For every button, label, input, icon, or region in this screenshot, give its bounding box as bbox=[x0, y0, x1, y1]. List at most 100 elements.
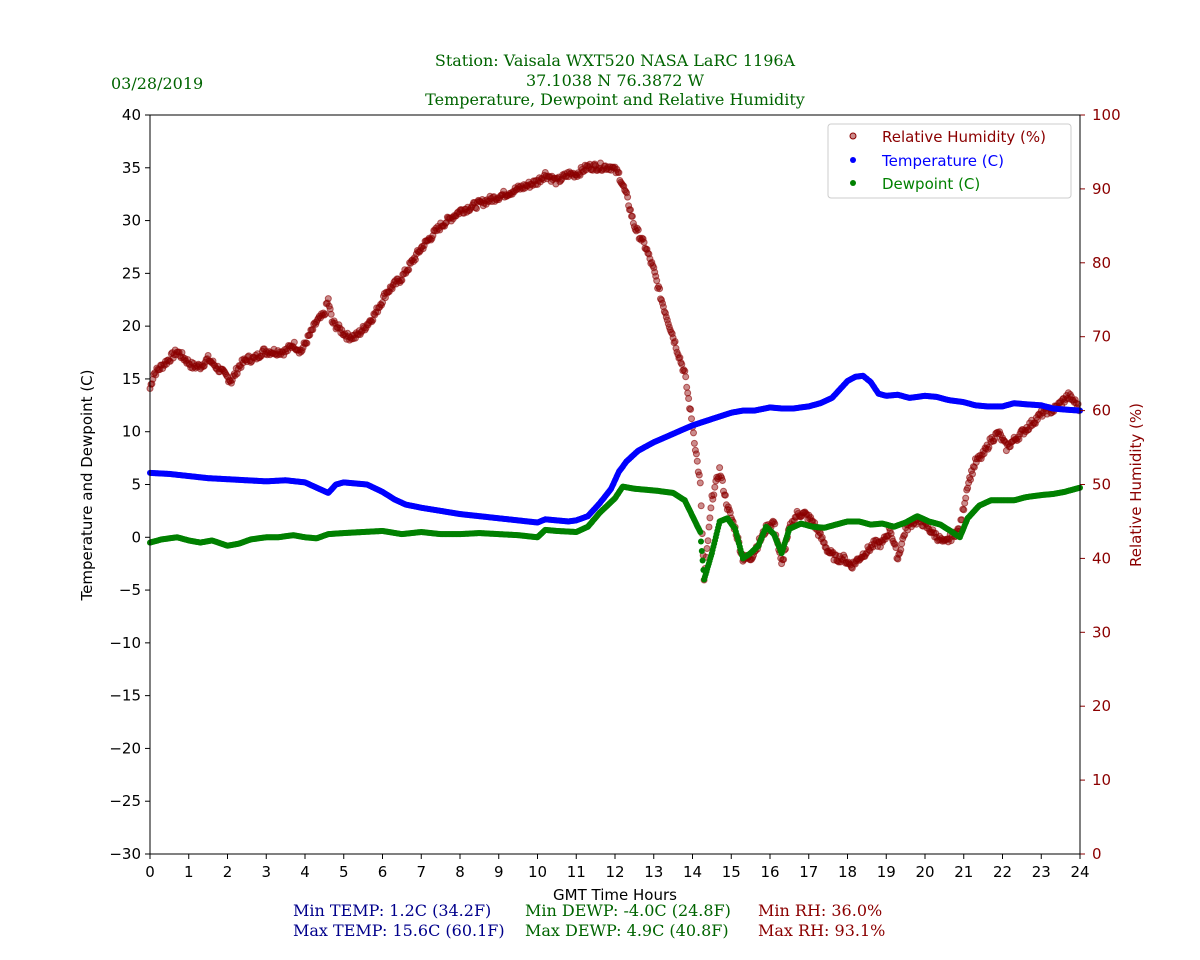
x-tick-label: 8 bbox=[455, 863, 465, 881]
rh-point bbox=[398, 276, 406, 284]
rh-point bbox=[640, 238, 648, 246]
rh-point bbox=[327, 310, 335, 318]
rh-point bbox=[961, 499, 969, 507]
y-tick-label: 15 bbox=[122, 370, 141, 388]
y-tick-label: −15 bbox=[109, 687, 141, 705]
y-tick-label: −30 bbox=[109, 845, 141, 863]
y2-axis-label: Relative Humidity (%) bbox=[1127, 403, 1145, 567]
rh-point bbox=[411, 256, 419, 264]
rh-point bbox=[683, 383, 691, 391]
rh-point bbox=[290, 338, 298, 346]
y2-tick-label: 0 bbox=[1092, 845, 1102, 863]
y-tick-label: 10 bbox=[122, 423, 141, 441]
series-layer bbox=[146, 159, 1083, 584]
rh-point bbox=[693, 457, 701, 465]
chart-title: Temperature, Dewpoint and Relative Humid… bbox=[425, 90, 805, 109]
stat-min-temp: Min TEMP: 1.2C (34.2F) bbox=[293, 901, 491, 920]
temp-points bbox=[147, 372, 1083, 526]
x-tick-label: 22 bbox=[993, 863, 1012, 881]
rh-point bbox=[676, 354, 684, 362]
y-tick-label: 5 bbox=[131, 476, 141, 494]
rh-point bbox=[473, 205, 480, 212]
rh-point bbox=[405, 266, 413, 274]
rh-point bbox=[656, 285, 664, 293]
rh-point bbox=[681, 367, 689, 375]
rh-point bbox=[962, 494, 970, 502]
rh-point bbox=[690, 439, 698, 447]
y-tick-label: −5 bbox=[119, 581, 141, 599]
rh-point bbox=[697, 502, 705, 510]
y-tick-label: 20 bbox=[122, 317, 141, 335]
y-tick-label: 35 bbox=[122, 159, 141, 177]
rh-point bbox=[898, 540, 906, 548]
x-tick-label: 19 bbox=[877, 863, 896, 881]
rh-point bbox=[780, 556, 788, 563]
y2-tick-label: 10 bbox=[1092, 771, 1111, 789]
rh-point bbox=[721, 491, 729, 499]
rh-point bbox=[719, 477, 726, 484]
y2-tick-label: 80 bbox=[1092, 254, 1111, 272]
x-tick-label: 15 bbox=[722, 863, 741, 881]
y-tick-label: −25 bbox=[109, 792, 141, 810]
x-tick-label: 13 bbox=[644, 863, 663, 881]
x-tick-label: 18 bbox=[838, 863, 857, 881]
y2-tick-label: 40 bbox=[1092, 549, 1111, 567]
rh-point bbox=[704, 537, 712, 545]
x-tick-label: 16 bbox=[760, 863, 779, 881]
rh-point bbox=[682, 373, 690, 381]
rh-point bbox=[771, 520, 779, 528]
rh-point bbox=[726, 509, 734, 517]
legend-temp-label: Temperature (C) bbox=[881, 152, 1004, 170]
rh-point bbox=[696, 479, 704, 487]
x-tick-label: 1 bbox=[184, 863, 194, 881]
legend-temp-marker bbox=[850, 157, 856, 163]
x-tick-label: 11 bbox=[567, 863, 586, 881]
rh-point bbox=[1015, 435, 1023, 443]
y-tick-label: 0 bbox=[131, 528, 141, 546]
stat-max-dewp: Max DEWP: 4.9C (40.8F) bbox=[525, 921, 729, 940]
y2-tick-label: 70 bbox=[1092, 328, 1111, 346]
x-tick-label: 9 bbox=[494, 863, 504, 881]
rh-point bbox=[671, 338, 679, 345]
rh-point bbox=[324, 295, 332, 303]
rh-point bbox=[627, 206, 634, 214]
rh-point bbox=[615, 169, 623, 177]
x-tick-label: 0 bbox=[145, 863, 155, 881]
rh-point bbox=[897, 546, 905, 554]
x-tick-label: 23 bbox=[1032, 863, 1051, 881]
rh-point bbox=[628, 212, 636, 220]
stat-max-temp: Max TEMP: 15.6C (60.1F) bbox=[293, 921, 505, 940]
legend-rh-label: Relative Humidity (%) bbox=[882, 128, 1046, 146]
y-axis-label: Temperature and Dewpoint (C) bbox=[78, 369, 96, 601]
x-tick-label: 17 bbox=[799, 863, 818, 881]
date-label: 03/28/2019 bbox=[111, 74, 203, 93]
rh-point bbox=[710, 491, 718, 499]
x-tick-label: 24 bbox=[1070, 863, 1089, 881]
y-tick-label: −10 bbox=[109, 634, 141, 652]
x-tick-label: 21 bbox=[954, 863, 973, 881]
rh-point bbox=[303, 339, 311, 347]
rh-point bbox=[653, 277, 661, 285]
rh-point bbox=[716, 464, 724, 472]
x-tick-label: 4 bbox=[300, 863, 310, 881]
stat-min-rh: Min RH: 36.0% bbox=[758, 901, 882, 920]
dewp-point bbox=[697, 529, 704, 535]
x-tick-label: 7 bbox=[416, 863, 426, 881]
coords-title: 37.1038 N 76.3872 W bbox=[526, 71, 705, 90]
y-tick-label: 40 bbox=[122, 106, 141, 124]
rh-point bbox=[695, 471, 703, 479]
y2-tick-label: 100 bbox=[1092, 106, 1121, 124]
y-tick-label: 25 bbox=[122, 264, 141, 282]
y2-tick-label: 30 bbox=[1092, 623, 1111, 641]
x-tick-label: 5 bbox=[339, 863, 349, 881]
rh-point bbox=[634, 226, 642, 234]
stat-max-rh: Max RH: 93.1% bbox=[758, 921, 885, 940]
rh-point bbox=[707, 504, 715, 512]
y-tick-label: 30 bbox=[122, 212, 141, 230]
rh-point bbox=[703, 545, 711, 552]
y2-tick-label: 60 bbox=[1092, 402, 1111, 420]
rh-point bbox=[969, 470, 976, 478]
legend-rh-marker bbox=[849, 132, 857, 140]
rh-point bbox=[967, 476, 974, 484]
